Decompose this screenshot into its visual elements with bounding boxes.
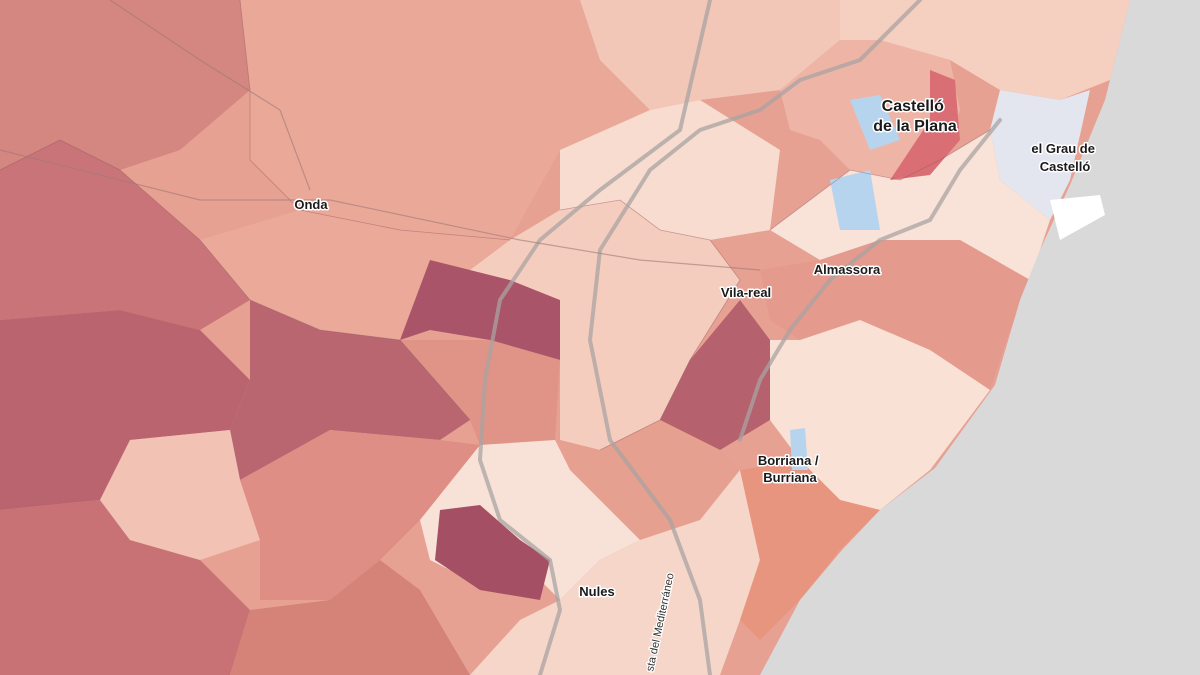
region xyxy=(770,320,990,510)
place-label: Borriana / Burriana xyxy=(758,453,822,485)
region xyxy=(840,0,1130,100)
place-label: Almassora xyxy=(814,262,881,277)
region xyxy=(560,420,740,540)
region xyxy=(240,0,650,240)
region xyxy=(0,310,250,510)
sea xyxy=(760,0,1200,675)
region xyxy=(230,560,470,675)
road xyxy=(0,149,761,271)
region xyxy=(0,500,250,675)
road xyxy=(738,118,1002,442)
place-label: el Grau de Castelló xyxy=(1031,141,1098,174)
label-line: Castelló xyxy=(882,98,944,115)
label-line: Borriana / xyxy=(758,453,819,468)
region xyxy=(435,505,550,600)
place-label: Castelló de la Plana xyxy=(873,98,957,135)
region xyxy=(580,0,840,110)
label-line: Almassora xyxy=(814,262,881,277)
label-line: Nules xyxy=(579,584,614,599)
region xyxy=(560,100,780,240)
region xyxy=(400,340,560,445)
border-line xyxy=(239,0,511,241)
place-label: Nules xyxy=(579,584,614,599)
region xyxy=(0,140,250,330)
region xyxy=(100,430,260,560)
region xyxy=(240,430,480,600)
place-label: Onda xyxy=(294,197,328,212)
road xyxy=(109,0,311,191)
region xyxy=(770,130,1050,280)
border-line xyxy=(0,139,471,421)
region xyxy=(0,0,250,170)
label-line: de la Plana xyxy=(873,118,957,135)
label-line: Onda xyxy=(294,197,328,212)
region xyxy=(470,470,760,675)
border-line xyxy=(769,129,991,231)
label-line: el Grau de xyxy=(1031,141,1095,156)
region xyxy=(740,460,880,640)
region xyxy=(660,300,770,450)
label-line: Vila-real xyxy=(721,285,771,300)
region xyxy=(760,240,1030,390)
port xyxy=(1050,195,1105,240)
region xyxy=(230,300,470,480)
region xyxy=(400,260,560,360)
borders xyxy=(0,0,991,451)
roads xyxy=(0,0,1002,675)
road xyxy=(587,0,922,675)
label-line: Burriana xyxy=(763,470,817,485)
place-label: Vila-real xyxy=(721,285,771,300)
region xyxy=(990,90,1090,220)
region xyxy=(850,95,900,150)
label-line: Castelló xyxy=(1040,159,1091,174)
region xyxy=(790,428,808,470)
region xyxy=(890,70,960,180)
region xyxy=(830,170,880,230)
road xyxy=(477,0,712,675)
